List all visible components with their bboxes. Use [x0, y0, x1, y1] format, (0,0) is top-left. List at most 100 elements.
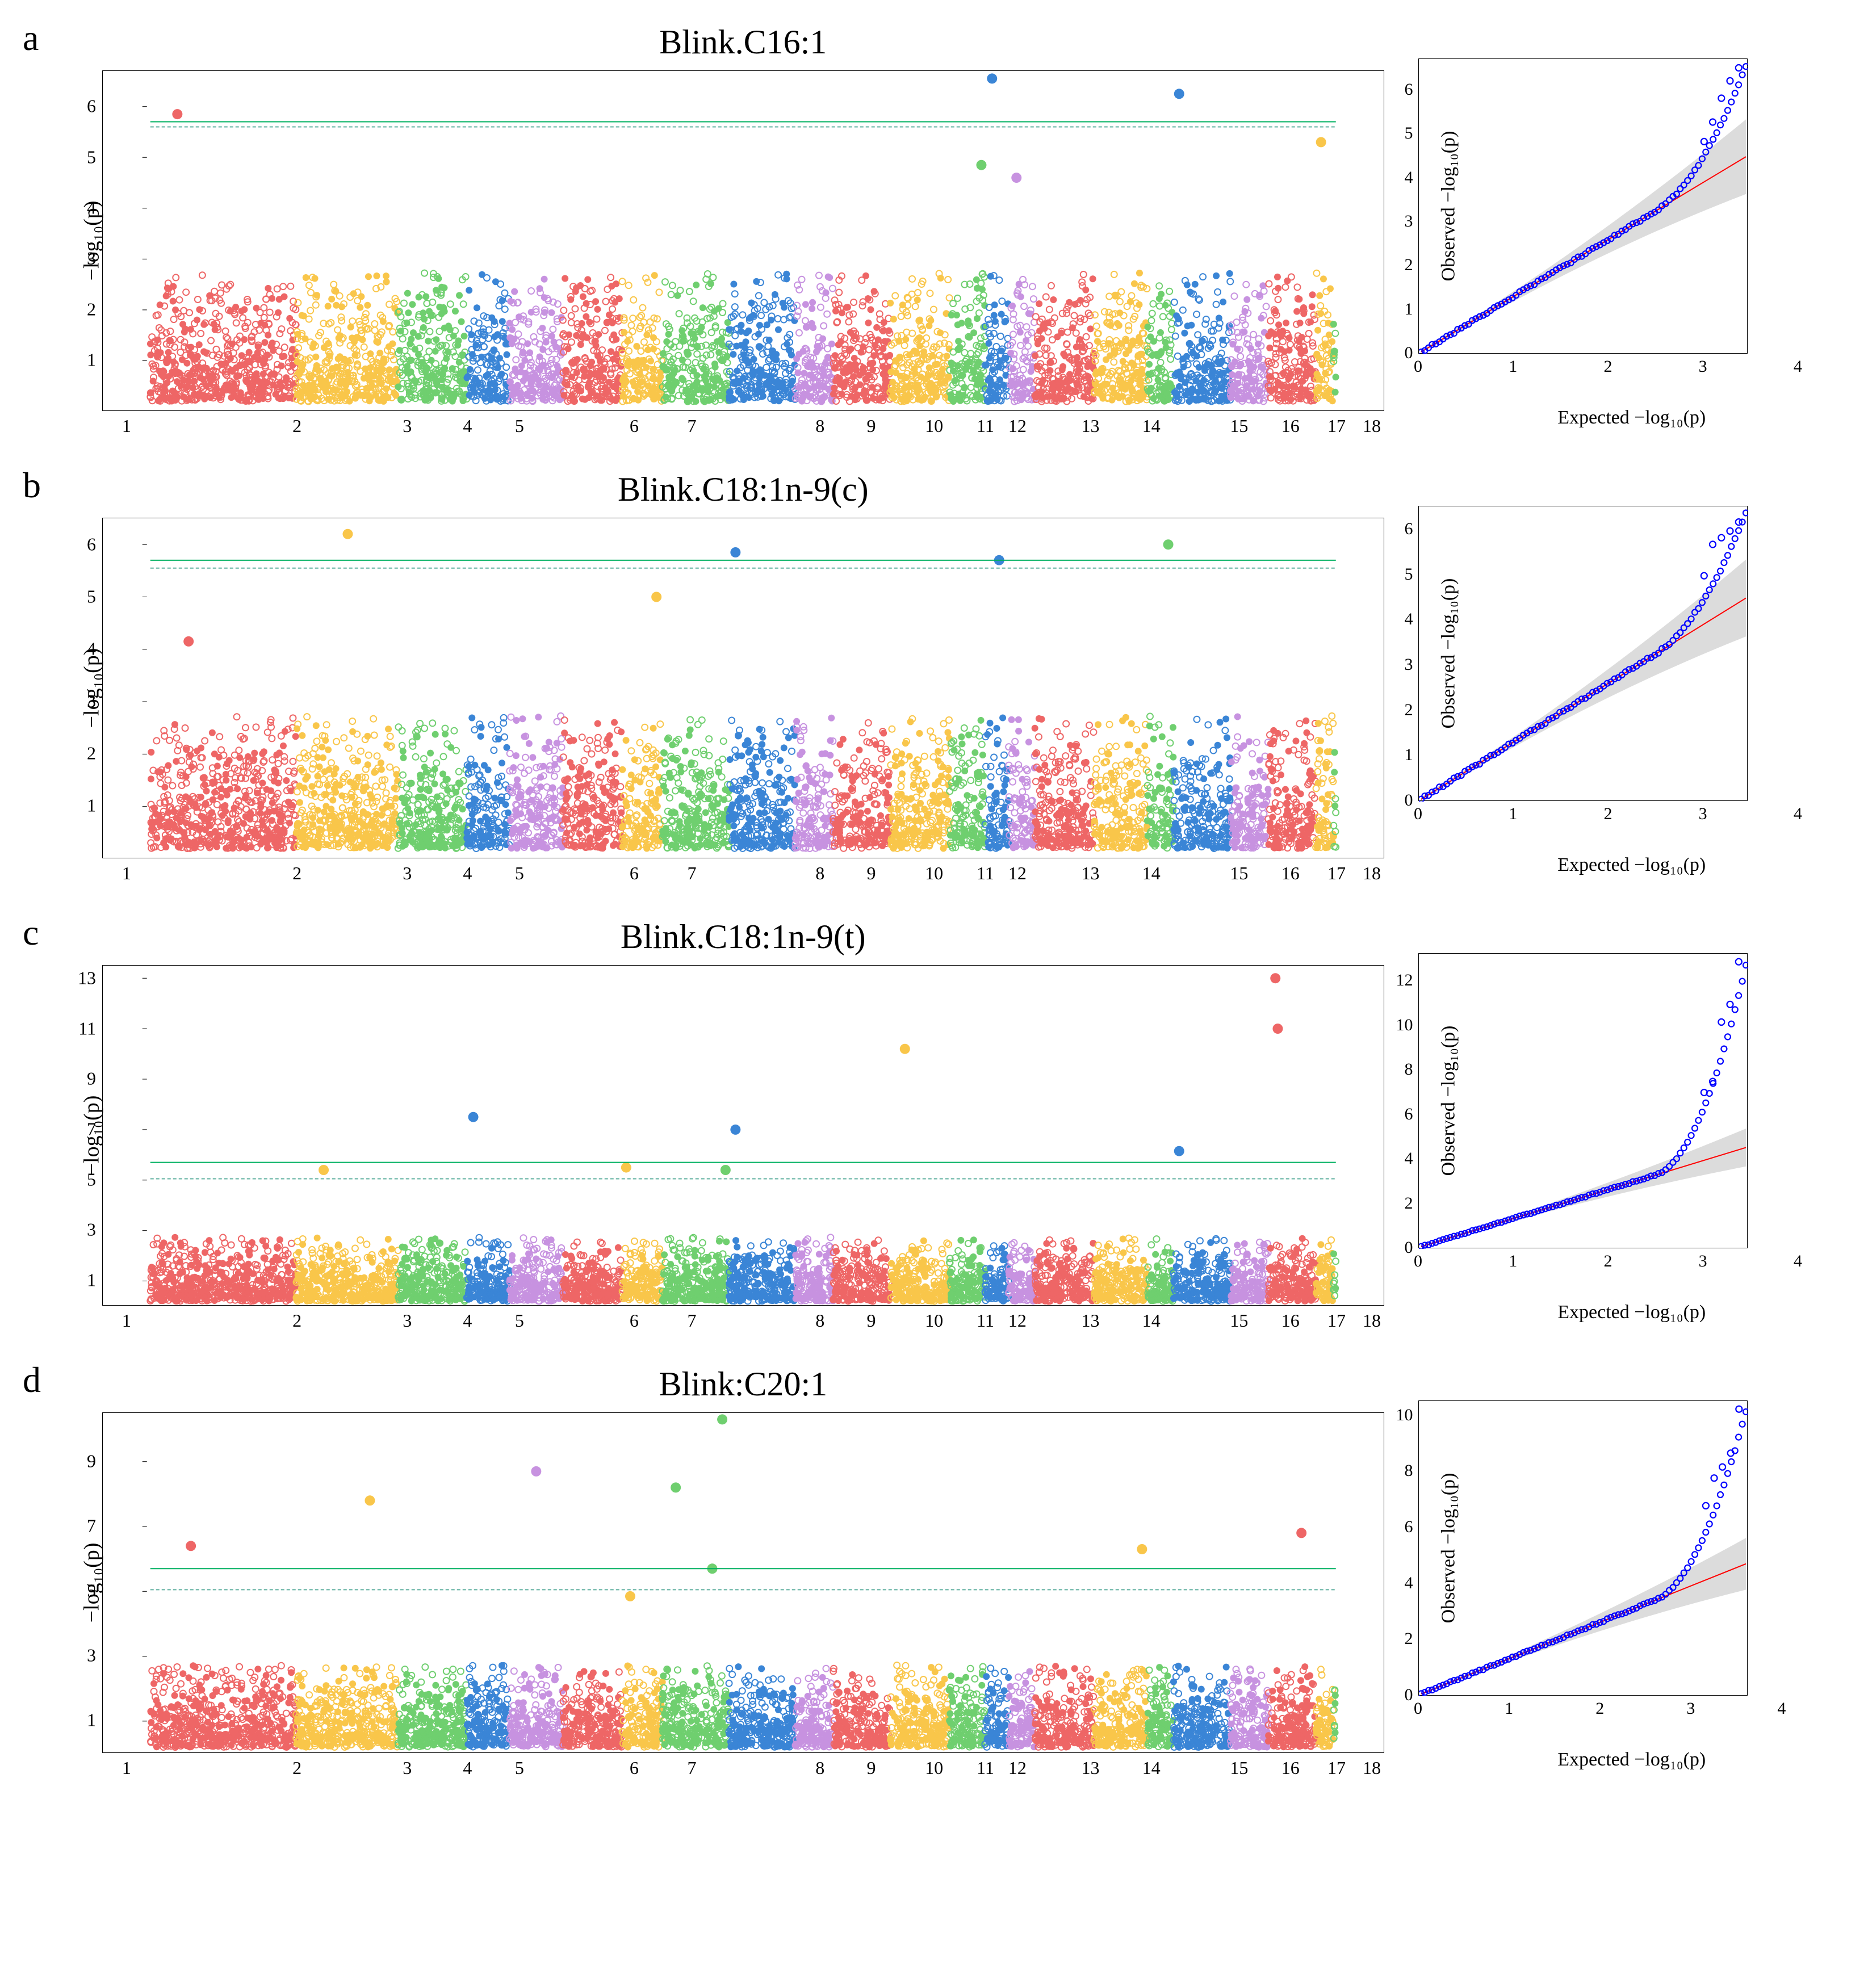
y-tick: 1 [87, 1710, 103, 1731]
y-tick: 9 [87, 1068, 103, 1089]
qq-y-tick: 4 [1405, 168, 1419, 187]
qq-x-tick: 1 [1509, 357, 1517, 376]
qq-x-tick: 2 [1595, 1699, 1604, 1718]
y-tick: 5 [87, 146, 103, 167]
manhattan-plot: −log₁₀(p)123456 [102, 70, 1384, 411]
chrom-tick: 9 [867, 416, 876, 437]
y-tick: 11 [78, 1018, 103, 1039]
chrom-tick: 6 [630, 1310, 639, 1331]
chrom-tick: 12 [1008, 416, 1027, 437]
chrom-tick: 18 [1363, 1758, 1381, 1779]
y-tick: 13 [78, 968, 103, 989]
chrom-tick: 13 [1082, 863, 1100, 884]
qq-x-tick: 4 [1794, 804, 1802, 824]
chrom-tick: 3 [403, 416, 412, 437]
qq-y-tick: 4 [1405, 1574, 1419, 1593]
qq-y-tick: 8 [1405, 1060, 1419, 1079]
chrom-tick: 8 [815, 1310, 824, 1331]
y-tick: 6 [87, 534, 103, 555]
chrom-tick: 13 [1082, 1310, 1100, 1331]
qq-x-tick: 0 [1414, 357, 1422, 376]
qq-plot: Observed −log₁₀(p)024681012 [1418, 953, 1748, 1248]
qq-y-tick: 1 [1405, 300, 1419, 319]
qq-x-label: Expected −log₁₀(p) [1418, 407, 1846, 429]
manhattan-block: Blink.C18:1n-9(c)−log₁₀(p)12345612345678… [102, 470, 1384, 889]
qq-block: Observed −log₁₀(p)024681001234Expected −… [1418, 1400, 1846, 1771]
y-tick: 5 [87, 1169, 103, 1190]
qq-plot: Observed −log₁₀(p)0123456 [1418, 506, 1748, 801]
qq-y-tick: 3 [1405, 655, 1419, 674]
panel-label: a [23, 17, 39, 59]
manhattan-plot: −log₁₀(p)135791113 [102, 965, 1384, 1306]
panel-d: dBlink:C20:1−log₁₀(p)1357912345678910111… [23, 1365, 1845, 1784]
qq-x-label: Expected −log₁₀(p) [1418, 1302, 1846, 1323]
chrom-tick: 15 [1230, 1758, 1248, 1779]
qq-y-tick: 5 [1405, 565, 1419, 584]
y-tick: 4 [87, 198, 103, 219]
chrom-tick: 4 [463, 416, 472, 437]
chrom-tick: 17 [1327, 416, 1346, 437]
y-tick: 2 [87, 299, 103, 320]
chrom-tick: 6 [630, 863, 639, 884]
qq-x-tick: 4 [1794, 357, 1802, 376]
qq-x-tick-row: 01234 [1418, 356, 1846, 379]
chrom-tick: 14 [1142, 416, 1161, 437]
qq-x-tick: 1 [1509, 1252, 1517, 1271]
panel-label: d [23, 1359, 41, 1401]
chrom-tick: 9 [867, 1758, 876, 1779]
chrom-tick: 17 [1327, 1310, 1346, 1331]
chrom-tick: 5 [515, 1310, 524, 1331]
chrom-tick: 11 [977, 416, 994, 437]
chrom-tick: 17 [1327, 1758, 1346, 1779]
qq-x-tick-row: 01234 [1418, 1698, 1846, 1721]
qq-y-label: Observed −log₁₀(p) [1438, 1026, 1459, 1176]
qq-y-tick: 4 [1405, 610, 1419, 629]
chrom-tick: 15 [1230, 1310, 1248, 1331]
chrom-tick: 17 [1327, 863, 1346, 884]
chrom-tick: 3 [403, 863, 412, 884]
chrom-tick: 11 [977, 1758, 994, 1779]
chrom-tick: 15 [1230, 416, 1248, 437]
panel-title: Blink:C20:1 [102, 1365, 1384, 1404]
qq-x-tick: 2 [1603, 357, 1612, 376]
panel-title: Blink.C18:1n-9(t) [102, 917, 1384, 957]
chrom-tick: 2 [292, 863, 301, 884]
qq-block: Observed −log₁₀(p)02468101201234Expected… [1418, 953, 1846, 1323]
chrom-tick: 5 [515, 416, 524, 437]
y-tick: 3 [87, 1219, 103, 1240]
chrom-tick: 1 [122, 1310, 131, 1331]
qq-x-tick: 2 [1603, 1252, 1612, 1271]
chrom-tick: 6 [630, 416, 639, 437]
qq-y-tick: 6 [1405, 1517, 1419, 1537]
qq-x-tick: 1 [1509, 804, 1517, 824]
chrom-tick: 12 [1008, 1310, 1027, 1331]
qq-y-label: Observed −log₁₀(p) [1438, 131, 1459, 282]
chrom-tick: 18 [1363, 1310, 1381, 1331]
qq-x-tick: 3 [1699, 804, 1707, 824]
x-tick-row: 123456789101112131415161718 [102, 413, 1384, 442]
qq-x-label: Expected −log₁₀(p) [1418, 854, 1846, 876]
chrom-tick: 13 [1082, 416, 1100, 437]
y-tick: 7 [87, 1516, 103, 1537]
panel-a: aBlink.C16:1−log₁₀(p)1234561234567891011… [23, 23, 1845, 442]
chrom-tick: 2 [292, 1758, 301, 1779]
qq-y-label: Observed −log₁₀(p) [1438, 578, 1459, 729]
gwas-figure: aBlink.C16:1−log₁₀(p)1234561234567891011… [23, 23, 1845, 1784]
qq-x-tick-row: 01234 [1418, 1251, 1846, 1273]
chrom-tick: 4 [463, 1310, 472, 1331]
y-tick: 7 [87, 1118, 103, 1139]
y-tick: 6 [87, 96, 103, 117]
qq-x-tick: 3 [1699, 1252, 1707, 1271]
panel-label: c [23, 912, 39, 954]
manhattan-plot: −log₁₀(p)13579 [102, 1412, 1384, 1753]
manhattan-block: Blink.C16:1−log₁₀(p)12345612345678910111… [102, 23, 1384, 442]
chrom-tick: 13 [1082, 1758, 1100, 1779]
chrom-tick: 11 [977, 1310, 994, 1331]
qq-y-tick: 2 [1405, 255, 1419, 275]
qq-x-tick: 0 [1414, 804, 1422, 824]
chrom-tick: 8 [815, 416, 824, 437]
chrom-tick: 1 [122, 416, 131, 437]
qq-x-label: Expected −log₁₀(p) [1418, 1749, 1846, 1771]
chrom-tick: 18 [1363, 863, 1381, 884]
qq-y-tick: 10 [1396, 1406, 1419, 1425]
